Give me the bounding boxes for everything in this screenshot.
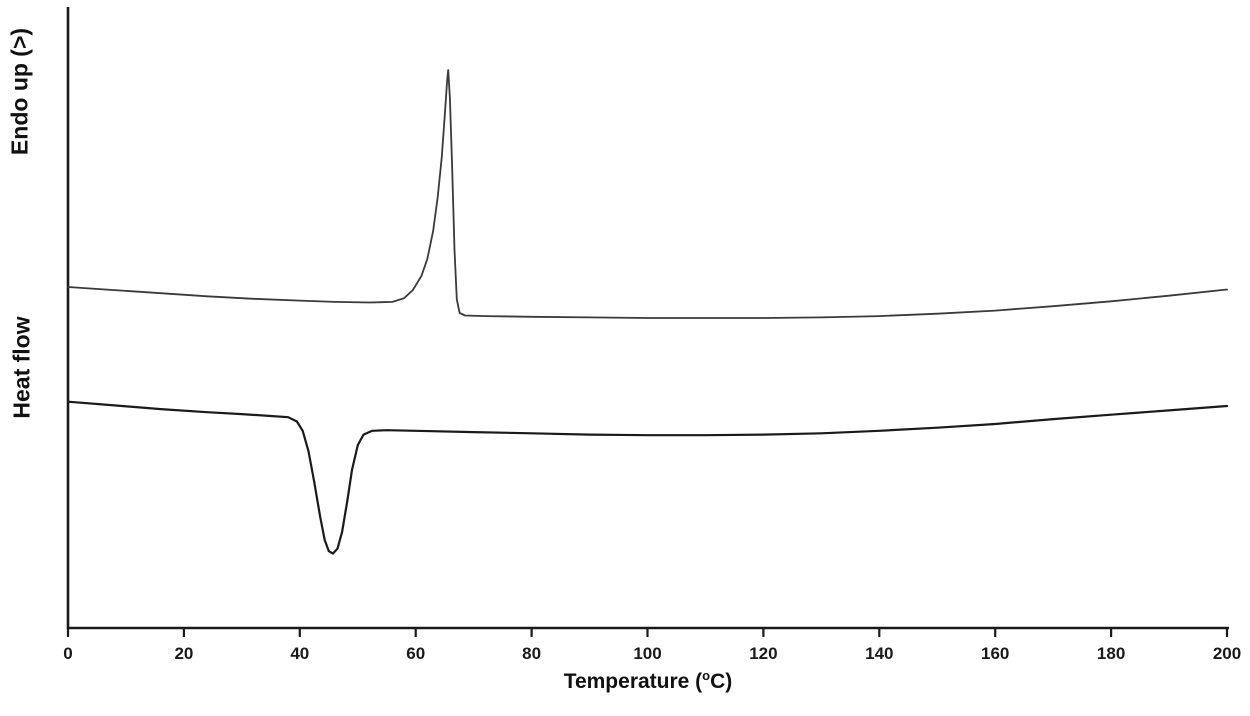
degree-symbol: o — [702, 668, 711, 683]
x-tick-label: 100 — [633, 644, 661, 663]
y-axis-label-heat-flow: Heat flow — [8, 316, 35, 419]
x-tick-label: 200 — [1213, 644, 1241, 663]
x-tick-label: 120 — [749, 644, 777, 663]
cooling-curve — [66, 400, 1229, 555]
x-tick-label: 40 — [290, 644, 309, 663]
x-axis-label-unit: C) — [710, 670, 733, 693]
x-tick-label: 140 — [865, 644, 893, 663]
x-tick-label: 180 — [1097, 644, 1125, 663]
x-tick-label: 80 — [522, 644, 541, 663]
x-tick-label: 0 — [63, 644, 72, 663]
x-tick-label: 160 — [981, 644, 1009, 663]
x-axis-label: Temperature (oC) — [68, 668, 1228, 694]
y-axis-label-endo-up: Endo up (>) — [6, 27, 33, 156]
heating-curve — [67, 69, 1228, 319]
x-tick-label: 60 — [406, 644, 425, 663]
x-axis-label-text: Temperature ( — [563, 670, 703, 693]
x-tick-label: 20 — [174, 644, 193, 663]
